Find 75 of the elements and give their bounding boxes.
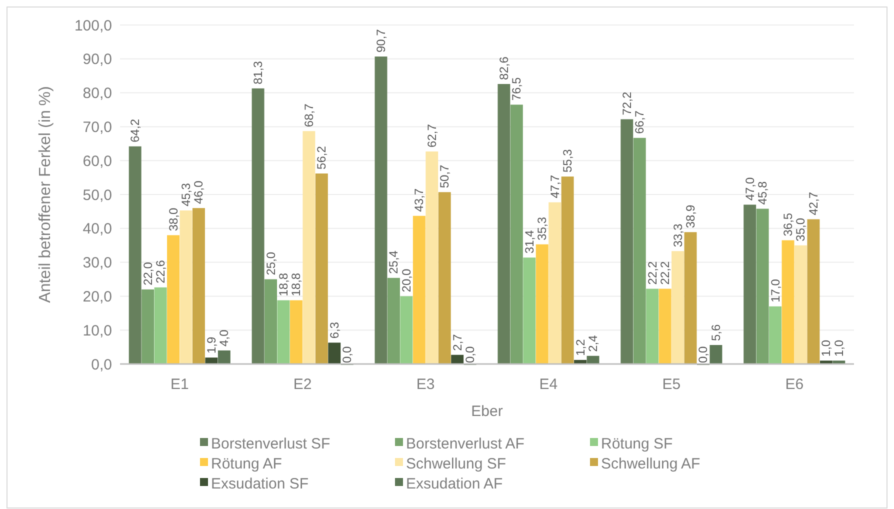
data-label: 25,4 bbox=[386, 250, 401, 274]
y-tick-label: 90,0 bbox=[82, 51, 112, 68]
data-label: 22,2 bbox=[658, 261, 672, 285]
y-tick-label: 30,0 bbox=[82, 254, 112, 272]
legend-label: Schwellung AF bbox=[601, 455, 700, 472]
legend-label: Borstenverlust SF bbox=[211, 435, 330, 452]
x-tick-label: E6 bbox=[785, 376, 804, 393]
data-label: 1,9 bbox=[204, 336, 218, 354]
data-label: 0,0 bbox=[340, 346, 354, 363]
data-label: 66,7 bbox=[632, 110, 647, 134]
data-label: 22,6 bbox=[154, 260, 168, 284]
y-tick-label: 10,0 bbox=[82, 322, 112, 340]
legend-label: Exsudation AF bbox=[406, 475, 503, 492]
data-label: 56,2 bbox=[314, 146, 329, 170]
data-label: 33,3 bbox=[670, 223, 685, 248]
legend-label: Borstenverlust AF bbox=[406, 435, 524, 452]
y-tick-label: 50,0 bbox=[82, 186, 112, 204]
data-label: 46,0 bbox=[192, 180, 206, 204]
data-label: 55,3 bbox=[560, 148, 575, 173]
y-tick-label: 70,0 bbox=[82, 118, 112, 136]
x-tick-label: E5 bbox=[662, 376, 681, 393]
data-label: 45,8 bbox=[756, 181, 770, 205]
data-label: 0,0 bbox=[463, 346, 478, 363]
legend-label: Rötung AF bbox=[211, 455, 282, 472]
data-label: 20,0 bbox=[399, 268, 414, 292]
data-label: 62,7 bbox=[424, 124, 439, 148]
x-tick-label: E2 bbox=[293, 376, 312, 393]
data-label: 76,5 bbox=[510, 76, 524, 101]
y-tick-label: 60,0 bbox=[82, 152, 112, 170]
y-tick-label: 100,0 bbox=[74, 17, 112, 34]
data-label: 6,3 bbox=[327, 322, 342, 339]
x-tick-label: E3 bbox=[416, 376, 435, 393]
x-axis-title: Eber bbox=[471, 403, 503, 420]
data-label: 36,5 bbox=[781, 212, 796, 236]
legend-label: Exsudation SF bbox=[211, 475, 309, 492]
data-label: 2,4 bbox=[586, 334, 600, 352]
data-label: 18,8 bbox=[289, 272, 304, 296]
data-label: 1,2 bbox=[573, 338, 588, 356]
data-label: 68,7 bbox=[302, 103, 316, 128]
y-tick-label: 20,0 bbox=[82, 288, 112, 306]
x-tick-label: E1 bbox=[170, 376, 189, 393]
data-label: 22,2 bbox=[645, 261, 660, 285]
data-label: 0,0 bbox=[696, 346, 710, 363]
data-label: 38,9 bbox=[684, 204, 698, 228]
data-label: 1,0 bbox=[819, 340, 834, 357]
legend-label: Schwellung SF bbox=[406, 455, 506, 472]
legend-label: Rötung SF bbox=[601, 435, 673, 452]
data-label: 1,0 bbox=[832, 340, 846, 357]
y-tick-label: 80,0 bbox=[82, 85, 112, 102]
data-label: 35,0 bbox=[794, 218, 808, 242]
data-label: 45,3 bbox=[178, 182, 193, 206]
data-label: 42,7 bbox=[806, 192, 820, 216]
data-label: 4,0 bbox=[217, 329, 232, 346]
data-label: 82,6 bbox=[496, 56, 511, 80]
data-label: 35,3 bbox=[535, 216, 550, 240]
data-label: 81,3 bbox=[251, 60, 266, 84]
data-label: 25,0 bbox=[264, 252, 278, 276]
x-tick-label: E4 bbox=[539, 376, 558, 393]
data-label: 50,7 bbox=[438, 164, 452, 188]
data-label: 47,0 bbox=[742, 176, 757, 201]
data-label: 38,0 bbox=[166, 208, 180, 232]
data-label: 2,7 bbox=[450, 334, 464, 351]
data-label: 17,0 bbox=[768, 278, 782, 302]
data-label: 64,2 bbox=[128, 118, 142, 142]
data-label: 90,7 bbox=[374, 28, 388, 53]
data-label: 31,4 bbox=[522, 230, 536, 254]
data-label: 72,2 bbox=[620, 92, 634, 116]
data-label: 5,6 bbox=[708, 324, 723, 342]
data-label: 22,0 bbox=[140, 262, 155, 286]
data-label: 18,8 bbox=[276, 272, 290, 296]
y-tick-label: 40,0 bbox=[82, 220, 112, 238]
y-tick-label: 0,0 bbox=[91, 356, 112, 374]
y-axis-title: Anteil betroffener Ferkel (in %) bbox=[37, 86, 54, 303]
data-label: 43,7 bbox=[412, 188, 426, 212]
data-label: 47,7 bbox=[548, 174, 562, 198]
